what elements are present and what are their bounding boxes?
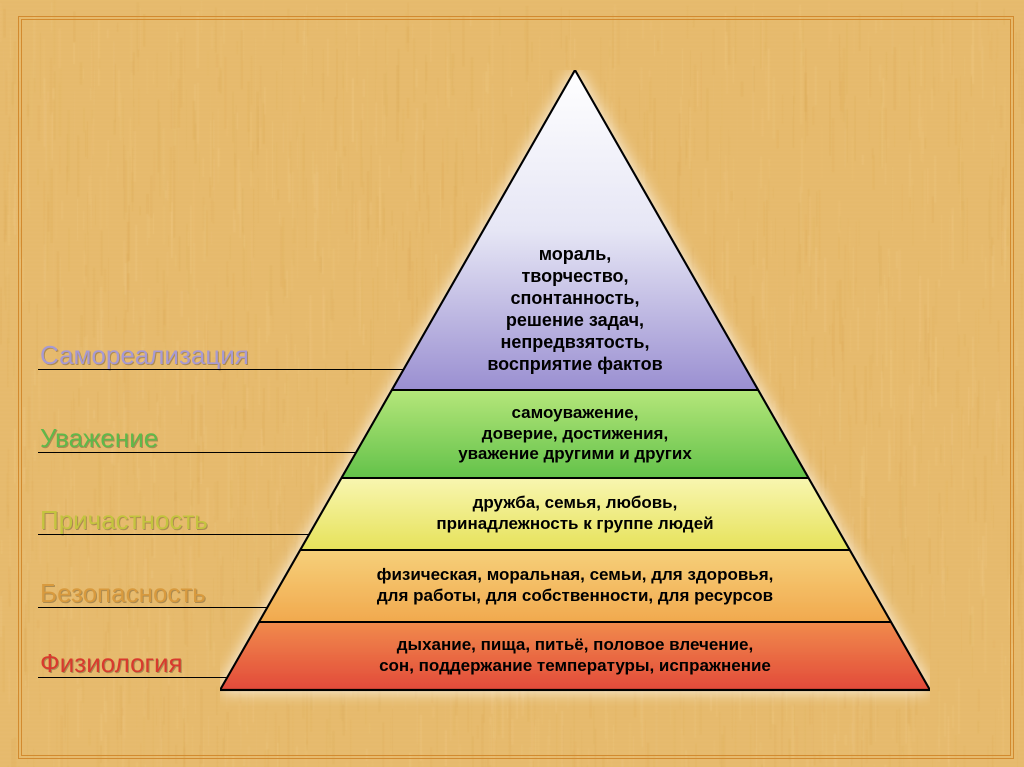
pyramid-text-safety: физическая, моральная, семьи, для здоров…	[265, 565, 885, 606]
category-label-belonging: Причастность	[40, 505, 208, 536]
pyramid-text-esteem: самоуважение,доверие, достижения,уважени…	[356, 403, 794, 465]
pyramid-text-self_actualization: мораль,творчество,спонтанность,решение з…	[445, 244, 705, 376]
connector-line-physiology	[38, 677, 227, 678]
category-label-esteem: Уважение	[40, 423, 158, 454]
category-label-safety: Безопасность	[40, 578, 206, 609]
content-area: дыхание, пища, питьё, половое влечение,с…	[0, 0, 1024, 767]
connector-line-belonging	[38, 534, 309, 535]
pyramid-text-physiology: дыхание, пища, питьё, половое влечение,с…	[223, 635, 928, 676]
connector-line-esteem	[38, 452, 356, 453]
connector-line-safety	[38, 607, 268, 608]
slide-root: дыхание, пища, питьё, половое влечение,с…	[0, 0, 1024, 767]
connector-line-self_actualization	[38, 369, 404, 370]
pyramid-svg	[220, 70, 930, 728]
category-label-physiology: Физиология	[40, 648, 183, 679]
pyramid-text-belonging: дружба, семья, любовь,принадлежность к г…	[308, 493, 842, 534]
category-label-self_actualization: Самореализация	[40, 340, 249, 371]
